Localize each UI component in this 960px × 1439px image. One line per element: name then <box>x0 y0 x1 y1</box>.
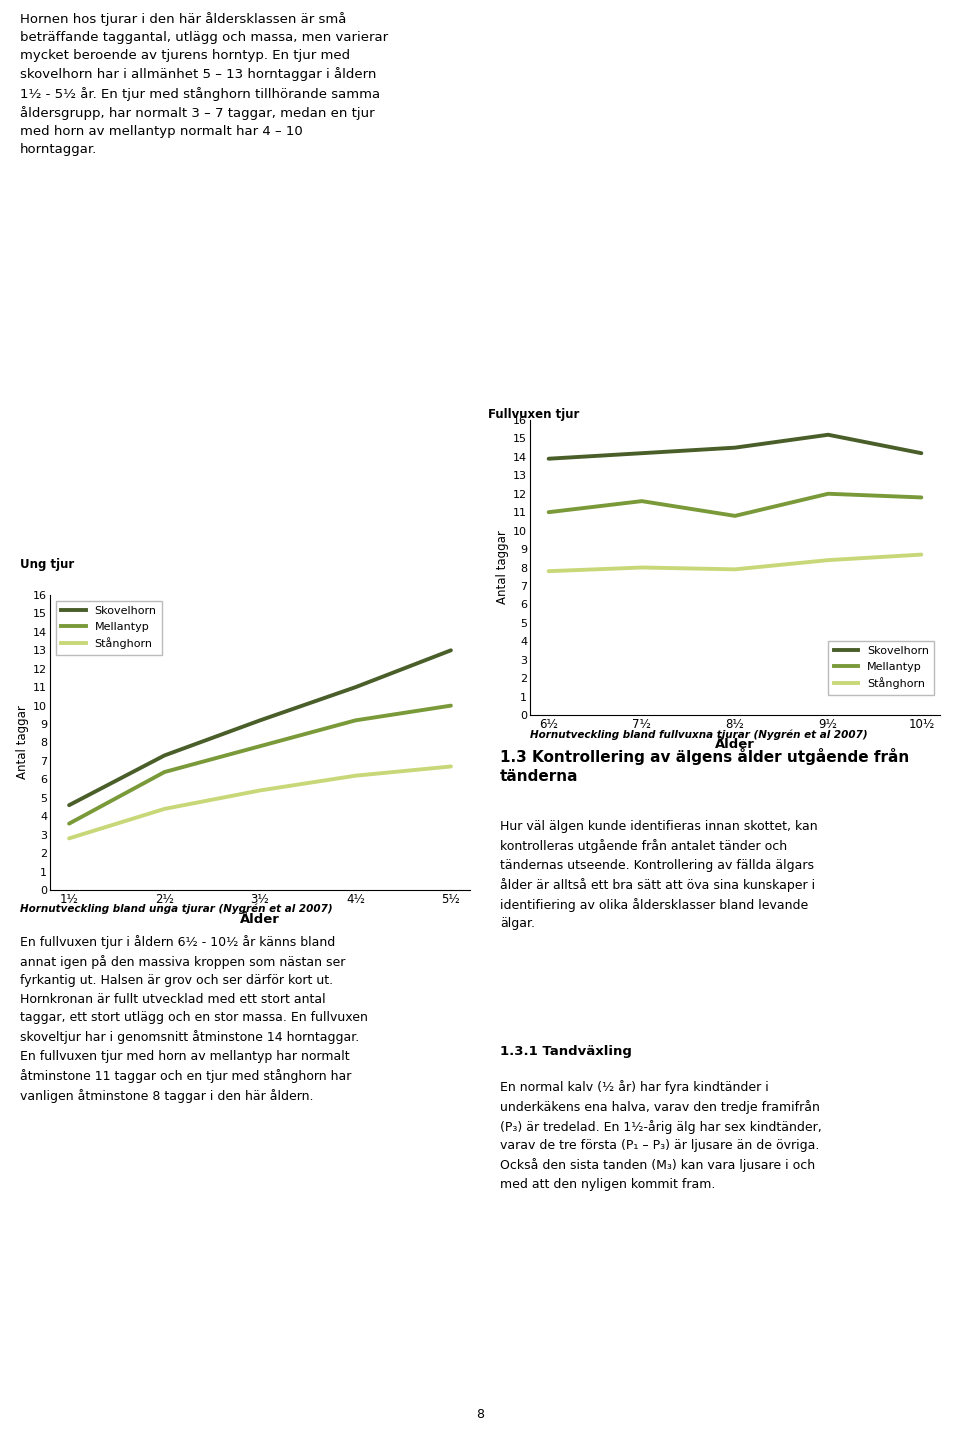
Legend: Skovelhorn, Mellantyp, Stånghorn: Skovelhorn, Mellantyp, Stånghorn <box>828 640 934 695</box>
Text: Hornen hos tjurar i den här åldersklassen är små
beträffande taggantal, utlägg o: Hornen hos tjurar i den här åldersklasse… <box>20 12 388 157</box>
Text: 1.3.1 Tandväxling: 1.3.1 Tandväxling <box>500 1045 632 1058</box>
Text: Ung tjur: Ung tjur <box>20 558 74 571</box>
X-axis label: Ålder: Ålder <box>715 738 755 751</box>
Text: En normal kalv (½ år) har fyra kindtänder i
underkäkens ena halva, varav den tre: En normal kalv (½ år) har fyra kindtände… <box>500 1081 822 1191</box>
Text: 1.3 Kontrollering av älgens ålder utgående från
tänderna: 1.3 Kontrollering av älgens ålder utgåen… <box>500 748 909 784</box>
Text: © Mikael Wikström: © Mikael Wikström <box>377 535 465 544</box>
Legend: Skovelhorn, Mellantyp, Stånghorn: Skovelhorn, Mellantyp, Stånghorn <box>56 600 162 655</box>
Text: En fullvuxen tjur i åldern 6½ - 10½ år känns bland
annat igen på den massiva kro: En fullvuxen tjur i åldern 6½ - 10½ år k… <box>20 935 368 1102</box>
Text: Hur väl älgen kunde identifieras innan skottet, kan
kontrolleras utgående från a: Hur väl älgen kunde identifieras innan s… <box>500 820 818 930</box>
Y-axis label: Antal taggar: Antal taggar <box>16 705 29 780</box>
X-axis label: Ålder: Ålder <box>240 912 280 925</box>
Text: © Mikael Wikström: © Mikael Wikström <box>857 367 944 377</box>
Text: Hornutveckling bland fullvuxna tjurar (Nygrén et al 2007): Hornutveckling bland fullvuxna tjurar (N… <box>530 730 868 740</box>
Y-axis label: Antal taggar: Antal taggar <box>496 531 509 604</box>
Text: 8: 8 <box>476 1407 484 1420</box>
Text: Hornutveckling bland unga tjurar (Nygrén et al 2007): Hornutveckling bland unga tjurar (Nygrén… <box>20 904 332 915</box>
Text: Fullvuxen tjur: Fullvuxen tjur <box>488 409 580 422</box>
